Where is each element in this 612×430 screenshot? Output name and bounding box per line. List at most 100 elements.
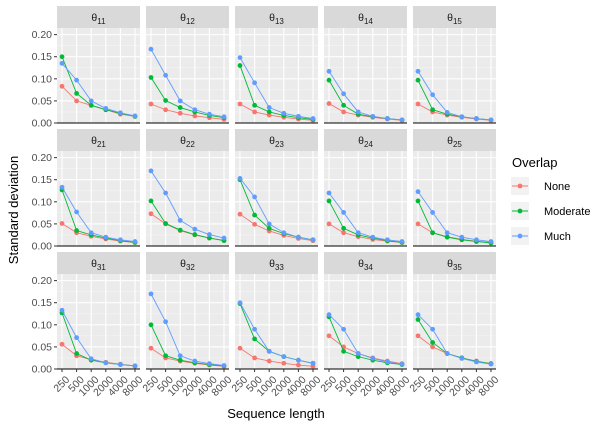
facet-label-subscript: 23 bbox=[275, 140, 284, 149]
series-line bbox=[61, 187, 136, 243]
facet-strip bbox=[146, 6, 229, 28]
data-point bbox=[370, 355, 376, 361]
facet-strip-label: θ14 bbox=[358, 12, 373, 26]
facet-strip-label: θ35 bbox=[447, 258, 462, 272]
legend-label: Moderate bbox=[544, 206, 590, 218]
facet-strip bbox=[413, 129, 496, 151]
data-point bbox=[148, 101, 154, 107]
data-point bbox=[444, 234, 450, 240]
data-point bbox=[148, 75, 154, 80]
series-line bbox=[417, 314, 492, 365]
data-point bbox=[296, 113, 301, 119]
facet-label-base: θ bbox=[91, 258, 97, 270]
data-point bbox=[341, 348, 346, 354]
data-point bbox=[341, 109, 346, 115]
facet-strip bbox=[413, 6, 496, 28]
data-point bbox=[430, 344, 435, 350]
facet-label-subscript: 25 bbox=[453, 140, 462, 149]
data-point bbox=[430, 340, 435, 345]
legend: Overlap None Moderate Much bbox=[511, 155, 590, 245]
data-point bbox=[88, 102, 94, 108]
panel-background bbox=[146, 274, 229, 369]
facet-label-subscript: 35 bbox=[453, 263, 462, 272]
y-tick-label: 0.15 bbox=[32, 51, 53, 63]
data-point bbox=[326, 190, 332, 196]
data-point bbox=[148, 46, 154, 52]
data-point bbox=[296, 362, 301, 368]
y-tick-label: 0.05 bbox=[32, 218, 53, 230]
data-point bbox=[177, 353, 183, 359]
series-line bbox=[150, 293, 225, 366]
data-point bbox=[207, 361, 212, 367]
series-line bbox=[150, 103, 225, 120]
data-point bbox=[59, 54, 65, 60]
x-axis-title: Sequence length bbox=[227, 406, 325, 421]
data-point bbox=[148, 322, 154, 328]
data-point bbox=[74, 351, 79, 356]
data-point bbox=[444, 109, 450, 115]
data-point bbox=[148, 291, 154, 297]
facet-label-base: θ bbox=[269, 12, 275, 24]
data-point bbox=[103, 234, 109, 240]
facet-strip-label: θ33 bbox=[269, 258, 284, 272]
data-point bbox=[74, 90, 79, 96]
data-point bbox=[430, 326, 435, 332]
data-point bbox=[163, 190, 169, 196]
data-point bbox=[415, 77, 421, 83]
data-point bbox=[281, 354, 287, 360]
facet-strip bbox=[235, 252, 318, 274]
facet-strip-label: θ15 bbox=[447, 12, 462, 26]
data-point bbox=[252, 221, 257, 227]
facet-label-base: θ bbox=[447, 258, 453, 270]
data-point bbox=[252, 326, 257, 332]
data-point bbox=[385, 116, 390, 121]
legend-label: Much bbox=[544, 231, 571, 243]
facet-panel: θ24 bbox=[324, 129, 407, 247]
series-line bbox=[239, 347, 314, 367]
series-line bbox=[328, 71, 403, 121]
data-point bbox=[221, 363, 227, 368]
series-line bbox=[239, 103, 314, 121]
facet-strip-label: θ31 bbox=[91, 258, 106, 272]
facet-strip bbox=[235, 6, 318, 28]
data-point bbox=[237, 175, 243, 181]
facet-label-base: θ bbox=[358, 258, 364, 270]
data-point bbox=[163, 98, 169, 103]
series-line bbox=[328, 200, 403, 243]
data-point bbox=[177, 110, 183, 116]
data-point bbox=[355, 351, 361, 356]
facet-strip bbox=[57, 252, 140, 274]
y-tick-label: 0.10 bbox=[32, 319, 53, 331]
series-line bbox=[150, 170, 225, 239]
data-point bbox=[237, 101, 243, 107]
legend-label: None bbox=[544, 181, 570, 193]
facet-strip-label: θ12 bbox=[180, 12, 195, 26]
facet-strip-label: θ32 bbox=[180, 258, 195, 272]
data-point bbox=[177, 357, 183, 363]
facet-strip-label: θ34 bbox=[358, 258, 373, 272]
legend-key-point bbox=[517, 233, 523, 239]
facet-label-subscript: 31 bbox=[97, 263, 106, 272]
legend-key-point bbox=[517, 208, 523, 214]
y-tick-label: 0.15 bbox=[32, 174, 53, 186]
data-point bbox=[221, 114, 227, 120]
facet-label-subscript: 21 bbox=[97, 140, 106, 149]
facet-label-base: θ bbox=[180, 135, 186, 147]
data-point bbox=[326, 312, 332, 318]
data-point bbox=[59, 341, 65, 347]
data-point bbox=[415, 198, 421, 204]
data-point bbox=[415, 312, 421, 318]
data-point bbox=[488, 117, 494, 123]
data-point bbox=[88, 230, 94, 236]
data-point bbox=[148, 345, 154, 351]
data-point bbox=[415, 101, 421, 107]
facet-label-base: θ bbox=[358, 12, 364, 24]
facet-strip-label: θ23 bbox=[269, 135, 284, 149]
data-point bbox=[326, 101, 332, 106]
facet-strip-label: θ21 bbox=[91, 135, 106, 149]
facet-panel: θ11 0.00 0.05 0.10 0.15 0.20 bbox=[32, 6, 140, 130]
data-point bbox=[177, 98, 183, 104]
data-point bbox=[281, 230, 287, 236]
